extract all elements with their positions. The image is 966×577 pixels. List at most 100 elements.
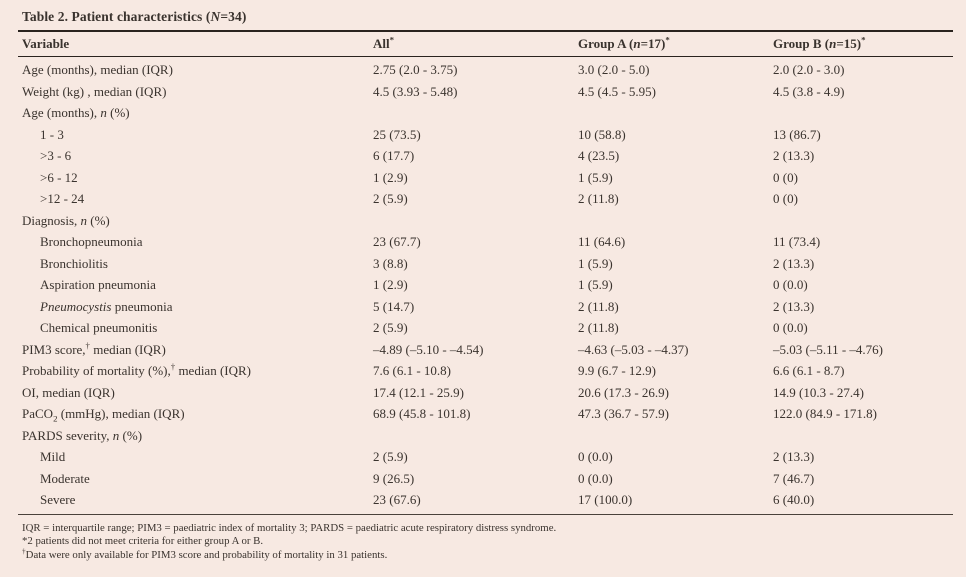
- footnote-line: IQR = interquartile range; PIM3 = paedia…: [22, 522, 953, 536]
- cell-group-b: 6.6 (6.1 - 8.7): [773, 363, 845, 378]
- text-segment: median (IQR): [89, 341, 166, 357]
- cell-group-b: 0 (0): [773, 169, 798, 185]
- text-segment: Bronchiolitis: [40, 255, 108, 271]
- cell-group-b: 2 (13.3): [773, 148, 815, 163]
- footnote-line: †Data were only available for PIM3 score…: [22, 547, 953, 563]
- row-label: Pneumocystis pneumonia: [18, 296, 369, 318]
- cell-all: 1 (2.9): [373, 277, 408, 292]
- row-label: Mild: [18, 446, 369, 468]
- table-row: Age (months), median (IQR) 2.75 (2.0 - 3.…: [18, 59, 953, 81]
- section-header-row: Diagnosis, n (%): [18, 210, 953, 232]
- row-label: Aspiration pneumonia: [18, 274, 369, 296]
- cell-group-a: 3.0 (2.0 - 5.0): [578, 62, 650, 77]
- text-segment: N: [210, 9, 221, 24]
- text-segment: PARDS severity,: [22, 427, 113, 443]
- footnote-line: *2 patients did not meet criteria for ei…: [22, 535, 953, 549]
- cell-all: 17.4 (12.1 - 25.9): [373, 384, 464, 400]
- text-segment: Age (months),: [22, 105, 101, 120]
- cell-group-a: 0 (0.0): [578, 449, 613, 464]
- text-segment: (%): [87, 212, 110, 228]
- row-label: Age (months), n (%): [18, 102, 369, 124]
- text-segment: PaCO: [22, 406, 54, 421]
- text-segment: Variable: [22, 36, 70, 51]
- row-label: Weight (kg) , median (IQR): [18, 81, 369, 103]
- text-segment: =15): [836, 36, 862, 51]
- text-segment: n: [633, 36, 641, 51]
- cell-group-b: 0 (0.0): [773, 277, 808, 292]
- cell-group-a: 1 (5.9): [578, 255, 613, 271]
- column-header-group-a: Group A (n=17)*: [574, 35, 769, 52]
- cell-group-b: 2 (13.3): [773, 298, 815, 314]
- text-segment: †: [170, 361, 176, 372]
- cell-group-a: 10 (58.8): [578, 126, 626, 142]
- text-segment: (%): [106, 105, 130, 120]
- cell-all: 7.6 (6.1 - 10.8): [373, 363, 451, 378]
- cell-all: 9 (26.5): [373, 470, 415, 486]
- cell-all: 2 (5.9): [373, 320, 408, 335]
- column-header-all: All*: [369, 34, 574, 52]
- table-row: Moderate 9 (26.5) 0 (0.0) 7 (46.7): [18, 468, 953, 490]
- section-header-row: Age (months), n (%): [18, 102, 953, 124]
- cell-group-a: 20.6 (17.3 - 26.9): [578, 384, 669, 400]
- text-segment: 2: [53, 413, 58, 424]
- text-segment: Diagnosis,: [22, 212, 81, 228]
- table-row: Weight (kg) , median (IQR) 4.5 (3.93 - 5.…: [18, 81, 953, 103]
- cell-group-b: 0 (0.0): [773, 320, 808, 335]
- cell-group-b: 14.9 (10.3 - 27.4): [773, 384, 864, 400]
- text-segment: *: [389, 34, 395, 45]
- text-segment: Chemical pneumonitis: [40, 320, 158, 335]
- cell-group-a: 4.5 (4.5 - 5.95): [578, 83, 656, 99]
- cell-all: 23 (67.7): [373, 234, 421, 249]
- text-segment: Group B (: [773, 36, 830, 51]
- text-segment: Mild: [40, 449, 66, 464]
- cell-group-a: 17 (100.0): [578, 492, 633, 507]
- cell-group-b: 0 (0): [773, 191, 798, 206]
- text-segment: n: [100, 105, 107, 120]
- text-segment: 1 - 3: [40, 126, 64, 142]
- row-label: OI, median (IQR): [18, 382, 369, 404]
- row-label: Diagnosis, n (%): [18, 210, 369, 232]
- table-row: >12 - 24 2 (5.9) 2 (11.8) 0 (0): [18, 188, 953, 210]
- text-segment: PIM3 score,: [22, 341, 86, 357]
- text-segment: OI, median (IQR): [22, 384, 115, 400]
- text-segment: >12 - 24: [40, 191, 85, 206]
- cell-group-a: 47.3 (36.7 - 57.9): [578, 406, 669, 421]
- text-segment: Data were only available for PIM3 score …: [25, 548, 388, 561]
- row-label: PIM3 score,† median (IQR): [18, 339, 369, 361]
- cell-all: 6 (17.7): [373, 148, 415, 163]
- cell-group-b: 2 (13.3): [773, 255, 815, 271]
- text-segment: median (IQR): [175, 363, 251, 378]
- text-segment: >6 - 12: [40, 169, 78, 185]
- cell-group-b: 13 (86.7): [773, 126, 821, 142]
- text-segment: Pneumocystis: [40, 298, 112, 314]
- table-body: Age (months), median (IQR) 2.75 (2.0 - 3.…: [18, 57, 953, 515]
- text-segment: Weight (kg) , median (IQR): [22, 83, 167, 99]
- row-label: Severe: [18, 489, 369, 511]
- text-segment: Table 2. Patient characteristics (: [22, 9, 211, 24]
- table-row: Aspiration pneumonia 1 (2.9) 1 (5.9) 0 (0.0…: [18, 274, 953, 296]
- table-row: Bronchopneumonia 23 (67.7) 11 (64.6) 11 (73…: [18, 231, 953, 253]
- cell-group-b: 7 (46.7): [773, 470, 815, 486]
- table-footnotes: IQR = interquartile range; PIM3 = paedia…: [18, 515, 953, 563]
- text-segment: (mmHg), median (IQR): [57, 406, 185, 421]
- cell-all: 5 (14.7): [373, 298, 415, 314]
- cell-group-b: 11 (73.4): [773, 234, 821, 249]
- cell-group-a: 0 (0.0): [578, 470, 613, 486]
- row-label: Bronchopneumonia: [18, 231, 369, 253]
- cell-all: 2 (5.9): [373, 191, 408, 206]
- column-header-variable: Variable: [18, 36, 369, 52]
- table-row: >6 - 12 1 (2.9) 1 (5.9) 0 (0): [18, 167, 953, 189]
- text-segment: n: [80, 212, 88, 228]
- table-row: Bronchiolitis 3 (8.8) 1 (5.9) 2 (13.3): [18, 253, 953, 275]
- text-segment: (%): [119, 427, 143, 443]
- text-segment: Probability of mortality (%),: [22, 363, 171, 378]
- row-label: >3 - 6: [18, 145, 369, 167]
- text-segment: >3 - 6: [40, 148, 72, 163]
- table-row: >3 - 6 6 (17.7) 4 (23.5) 2 (13.3): [18, 145, 953, 167]
- cell-all: –4.89 (–5.10 - –4.54): [373, 341, 484, 357]
- table-title: Table 2. Patient characteristics (N=34): [18, 6, 953, 32]
- cell-group-a: –4.63 (–5.03 - –4.37): [578, 341, 689, 357]
- cell-group-a: 1 (5.9): [578, 169, 613, 185]
- text-segment: =17): [640, 36, 666, 51]
